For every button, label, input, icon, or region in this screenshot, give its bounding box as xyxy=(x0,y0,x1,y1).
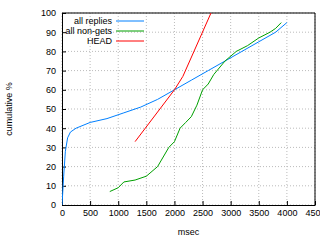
tick-label: 2000 xyxy=(165,208,185,218)
plot-area xyxy=(62,13,287,205)
y-tick: 80 xyxy=(46,47,66,57)
tick-label: 40 xyxy=(46,124,56,134)
y-axis: 0 10 20 30 40 50 60 70 80 90 100 xyxy=(41,8,66,210)
tick-mark xyxy=(62,71,66,72)
x-tick: 4500 xyxy=(305,201,320,218)
tick-mark xyxy=(62,51,66,52)
x-tick: 2500 xyxy=(193,201,213,218)
chart: 0 500 1000 1500 2000 2500 3000 3500 4000 4500 0 10 2… xyxy=(0,0,320,240)
y-tick: 90 xyxy=(46,28,66,38)
y-tick: 0 xyxy=(51,200,66,210)
grid-line xyxy=(62,147,315,148)
legend-label: all non-gets xyxy=(65,26,112,36)
tick-label: 500 xyxy=(83,208,98,218)
tick-label: 0 xyxy=(51,200,56,210)
tick-mark xyxy=(62,109,66,110)
y-tick: 20 xyxy=(46,162,66,172)
tick-mark xyxy=(174,201,175,205)
series-line xyxy=(62,23,287,205)
legend-swatch xyxy=(116,41,144,42)
tick-label: 20 xyxy=(46,162,56,172)
grid-line xyxy=(62,166,315,167)
grid-line xyxy=(62,89,315,90)
grid-line xyxy=(62,128,315,129)
x-axis-title: msec xyxy=(178,227,200,237)
legend-swatch xyxy=(116,31,144,32)
x-tick: 1500 xyxy=(137,201,157,218)
x-tick: 3000 xyxy=(221,201,241,218)
grid-line xyxy=(118,13,119,205)
x-axis: 0 500 1000 1500 2000 2500 3000 3500 4000 4500 xyxy=(60,201,320,218)
y-tick: 50 xyxy=(46,104,66,114)
x-tick: 3500 xyxy=(249,201,269,218)
tick-label: 10 xyxy=(46,181,56,191)
grid-line xyxy=(62,185,315,186)
tick-label: 1500 xyxy=(137,208,157,218)
tick-label: 30 xyxy=(46,143,56,153)
tick-label: 90 xyxy=(46,28,56,38)
tick-label: 100 xyxy=(41,8,56,18)
x-tick: 4000 xyxy=(277,201,297,218)
tick-mark xyxy=(203,201,204,205)
tick-mark xyxy=(146,201,147,205)
tick-label: 80 xyxy=(46,47,56,57)
y-axis-title: cumulative % xyxy=(4,82,14,136)
tick-label: 70 xyxy=(46,66,56,76)
y-tick: 70 xyxy=(46,66,66,76)
grid xyxy=(62,13,315,205)
tick-label: 0 xyxy=(60,208,65,218)
grid-line xyxy=(315,13,316,205)
tick-mark xyxy=(62,90,66,91)
legend-label: all replies xyxy=(74,16,113,26)
y-tick: 40 xyxy=(46,124,66,134)
x-tick: 2000 xyxy=(165,201,185,218)
frame xyxy=(315,13,316,205)
grid-line xyxy=(62,13,315,14)
legend-label: HEAD xyxy=(87,36,113,46)
tick-label: 3000 xyxy=(221,208,241,218)
tick-label: 50 xyxy=(46,104,56,114)
axis-line xyxy=(63,205,316,206)
tick-mark xyxy=(287,201,288,205)
tick-label: 2500 xyxy=(193,208,213,218)
tick-label: 1000 xyxy=(109,208,129,218)
grid-line xyxy=(174,13,175,205)
grid-line xyxy=(62,70,315,71)
tick-mark xyxy=(259,201,260,205)
tick-label: 4500 xyxy=(305,208,320,218)
legend-swatch xyxy=(116,21,144,22)
tick-mark xyxy=(90,201,91,205)
tick-mark xyxy=(62,205,66,206)
y-tick: 60 xyxy=(46,85,66,95)
tick-mark xyxy=(62,128,66,129)
series-line xyxy=(135,13,211,142)
grid-line xyxy=(62,51,315,52)
y-tick: 30 xyxy=(46,143,66,153)
legend: all repliesall non-getsHEAD xyxy=(65,16,144,46)
x-tick: 500 xyxy=(83,201,98,218)
tick-label: 60 xyxy=(46,85,56,95)
tick-label: 4000 xyxy=(277,208,297,218)
tick-label: 3500 xyxy=(249,208,269,218)
tick-mark xyxy=(118,201,119,205)
grid-line xyxy=(62,109,315,110)
grid-line xyxy=(202,13,203,205)
tick-mark xyxy=(231,201,232,205)
frame xyxy=(62,13,315,14)
x-tick: 1000 xyxy=(109,201,129,218)
grid-line xyxy=(62,205,315,206)
